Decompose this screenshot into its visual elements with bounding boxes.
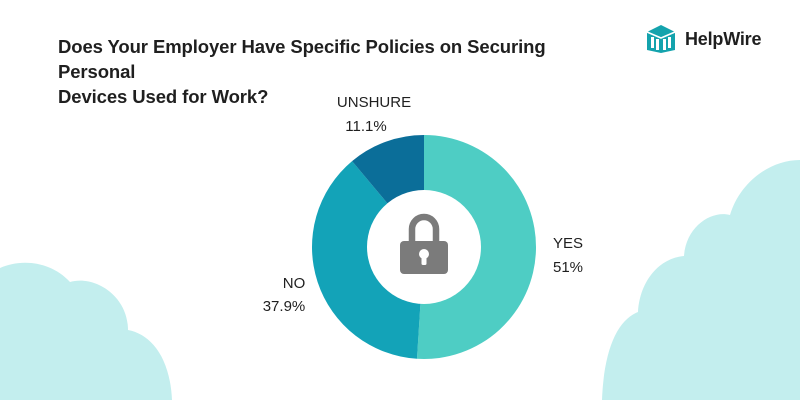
chart-title: Does Your Employer Have Specific Policie… [58,34,618,109]
helpwire-logo-icon [646,25,676,53]
cloud-left [0,262,172,400]
slice-value: 11.1% [345,118,386,135]
cloud-right [602,160,800,400]
slice-name: YES [553,235,583,252]
slice-label-no: NO 37.9% [263,275,306,315]
padlock-icon [400,213,448,274]
chart-title-line-2: Devices Used for Work? [58,86,269,107]
slice-name: UNSHURE [337,94,411,111]
brand-name: HelpWire [685,28,762,49]
chart-title-line-1: Does Your Employer Have Specific Policie… [58,36,546,82]
slice-label-yes: YES 51% [553,235,583,276]
slice-value: 51% [553,259,583,276]
donut-slice-yes [416,135,537,359]
slice-label-unshure: UNSHURE 11.1% [337,94,411,135]
slice-name: NO [283,275,306,292]
slice-value: 37.9% [263,298,306,315]
donut-slice-unshure [352,135,424,205]
donut-slices [312,135,537,359]
donut-slice-no [312,161,421,359]
brand-logo: HelpWire [645,24,761,54]
